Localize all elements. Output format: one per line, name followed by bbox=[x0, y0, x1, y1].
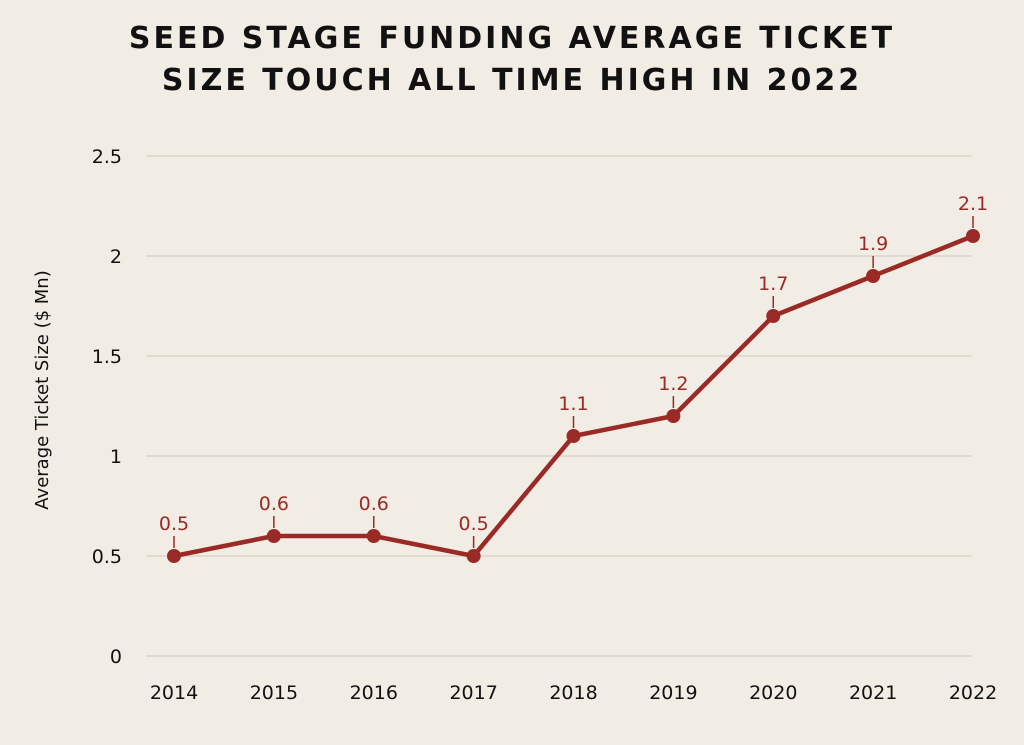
x-tick-label: 2016 bbox=[350, 682, 398, 704]
x-tick-label: 2019 bbox=[649, 682, 697, 704]
data-point bbox=[266, 529, 281, 543]
data-point bbox=[566, 429, 581, 443]
chart-title-line-1: SEED STAGE FUNDING AVERAGE TICKET bbox=[128, 21, 896, 56]
chart-title: SEED STAGE FUNDING AVERAGE TICKET SIZE T… bbox=[0, 18, 1024, 102]
data-label: 0.5 bbox=[459, 513, 489, 535]
data-label: 0.6 bbox=[259, 493, 289, 515]
data-label: 1.7 bbox=[758, 273, 788, 295]
x-tick-label: 2020 bbox=[749, 682, 797, 704]
data-label: 2.1 bbox=[958, 193, 988, 215]
data-point bbox=[966, 229, 980, 243]
data-label: 1.9 bbox=[858, 233, 888, 255]
data-point bbox=[466, 549, 481, 563]
x-tick-label: 2022 bbox=[949, 682, 997, 704]
chart-title-line-2: SIZE TOUCH ALL TIME HIGH IN 2022 bbox=[161, 63, 863, 98]
y-tick-label: 0 bbox=[110, 646, 122, 668]
data-point bbox=[866, 269, 881, 283]
y-tick-label: 1.5 bbox=[92, 346, 122, 368]
x-tick-label: 2017 bbox=[449, 682, 497, 704]
x-tick-label: 2021 bbox=[849, 682, 897, 704]
data-label: 0.5 bbox=[159, 513, 189, 535]
y-tick-label: 0.5 bbox=[92, 546, 122, 568]
y-tick-label: 1 bbox=[110, 446, 122, 468]
data-label: 1.2 bbox=[658, 373, 688, 395]
data-label: 1.1 bbox=[558, 393, 588, 415]
data-point bbox=[366, 529, 381, 543]
y-axis-label: Average Ticket Size ($ Mn) bbox=[32, 270, 53, 509]
y-tick-label: 2.5 bbox=[92, 146, 122, 168]
data-point bbox=[167, 549, 181, 563]
x-tick-label: 2015 bbox=[250, 682, 298, 704]
data-point bbox=[666, 409, 681, 423]
x-tick-label: 2018 bbox=[549, 682, 597, 704]
data-point bbox=[766, 309, 781, 323]
y-tick-label: 2 bbox=[110, 246, 122, 268]
data-label: 0.6 bbox=[359, 493, 389, 515]
x-tick-label: 2014 bbox=[150, 682, 198, 704]
